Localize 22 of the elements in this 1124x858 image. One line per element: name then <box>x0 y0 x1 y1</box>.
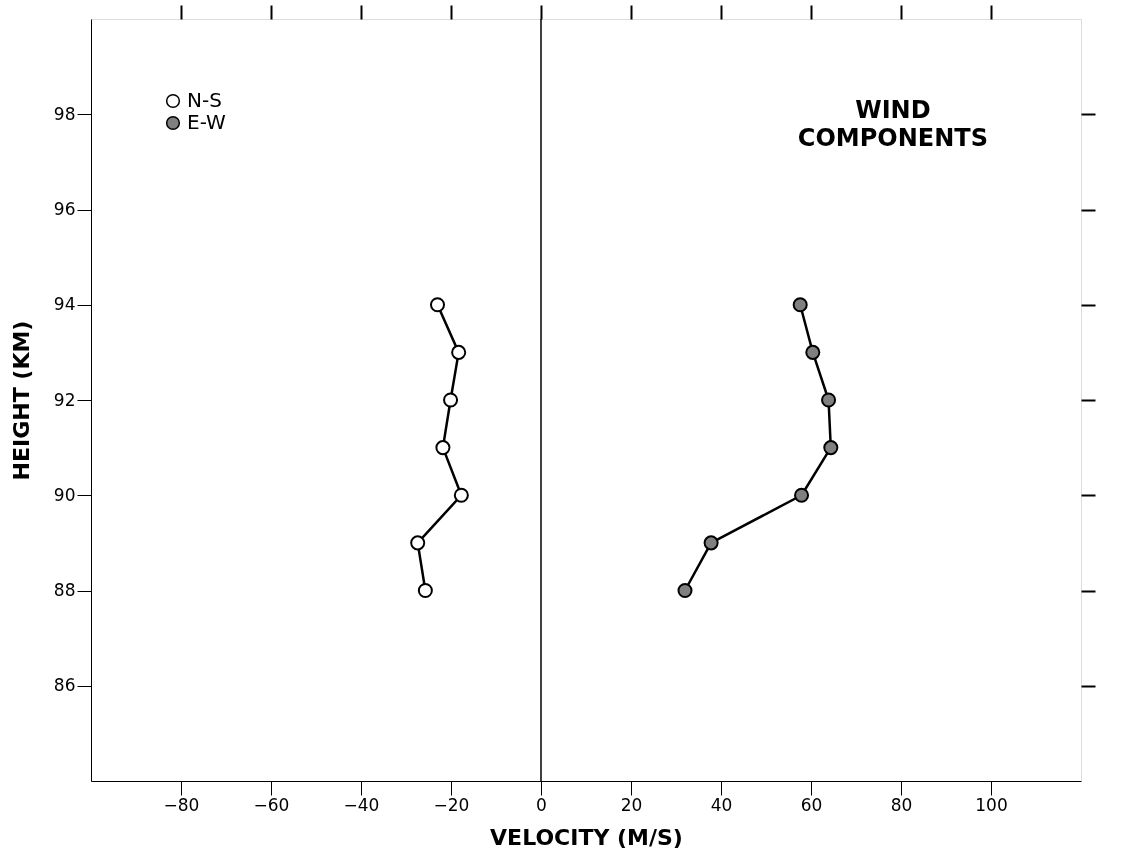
x-tick-label: −40 <box>343 794 380 815</box>
x-axis-title: VELOCITY (M/S) <box>490 824 683 850</box>
y-tick-label: 98 <box>53 103 76 124</box>
x-tick-label: 20 <box>620 794 643 815</box>
x-tick-label: 100 <box>975 794 1008 815</box>
x-tick-label: 80 <box>890 794 913 815</box>
y-axis-title: HEIGHT (KM) <box>8 320 34 481</box>
x-tick-label: 0 <box>536 794 547 815</box>
x-tick-label: −20 <box>433 794 470 815</box>
legend-label: E-W <box>187 110 227 134</box>
y-tick-label: 88 <box>53 580 76 600</box>
x-tick-label: −60 <box>253 794 290 815</box>
y-tick-label: 94 <box>53 294 76 315</box>
y-tick-label: 92 <box>53 389 76 410</box>
x-tick-label: 40 <box>710 794 733 815</box>
y-tick-label: 96 <box>53 199 76 219</box>
y-tick-label: 86 <box>53 675 76 696</box>
x-tick-label: −80 <box>163 794 200 815</box>
annotation: WIND COMPONENTS <box>797 96 988 152</box>
y-tick-label: 90 <box>53 484 76 505</box>
x-tick-label: 60 <box>800 794 823 815</box>
legend-label: N-S <box>187 88 222 112</box>
